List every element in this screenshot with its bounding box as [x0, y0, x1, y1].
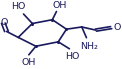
Text: O: O: [114, 23, 121, 32]
Text: NH₂: NH₂: [80, 42, 98, 51]
Text: O: O: [1, 18, 8, 27]
Text: HO: HO: [65, 52, 80, 61]
Text: HO: HO: [11, 2, 25, 11]
Text: OH: OH: [52, 1, 67, 10]
Text: OH: OH: [22, 58, 36, 67]
